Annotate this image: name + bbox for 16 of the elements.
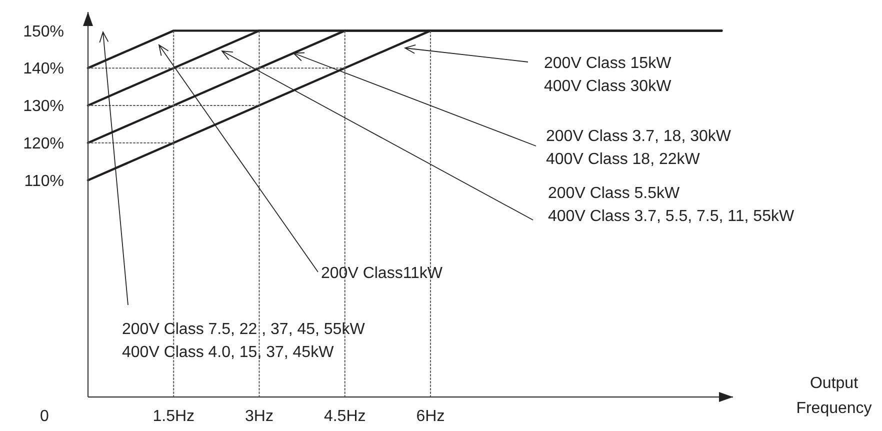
- annotation: 200V Class11kW: [321, 265, 444, 282]
- y-tick-label: 130%: [23, 98, 64, 116]
- x-tick-label: 3Hz: [245, 408, 274, 425]
- x-axis-title: Output Frequency: [796, 375, 872, 417]
- x-tick-label: 6Hz: [416, 408, 445, 425]
- annotation: 200V Class 7.5, 22 , 37, 45, 55kW 400V Class 4.0, 15, 37, 45kW: [122, 321, 366, 361]
- text: 0: [40, 408, 49, 425]
- x-tick-label: 4.5Hz: [324, 408, 366, 425]
- y-tick-label: 120%: [23, 135, 64, 152]
- annotation: 200V Class 5.5kW 400V Class 3.7, 5.5, 7.5, 11, 55kW: [548, 185, 795, 225]
- y-tick-label: 150%: [23, 23, 64, 40]
- y-tick-label: 140%: [23, 60, 64, 78]
- y-tick-label: 110%: [24, 172, 64, 190]
- annotation: 200V Class 3.7, 18, 30kW 400V Class 18, 22kW: [546, 128, 732, 168]
- x-tick-label: 1.5Hz: [152, 408, 195, 425]
- annotation: 200V Class 15kW 400V Class 30kW: [544, 55, 672, 95]
